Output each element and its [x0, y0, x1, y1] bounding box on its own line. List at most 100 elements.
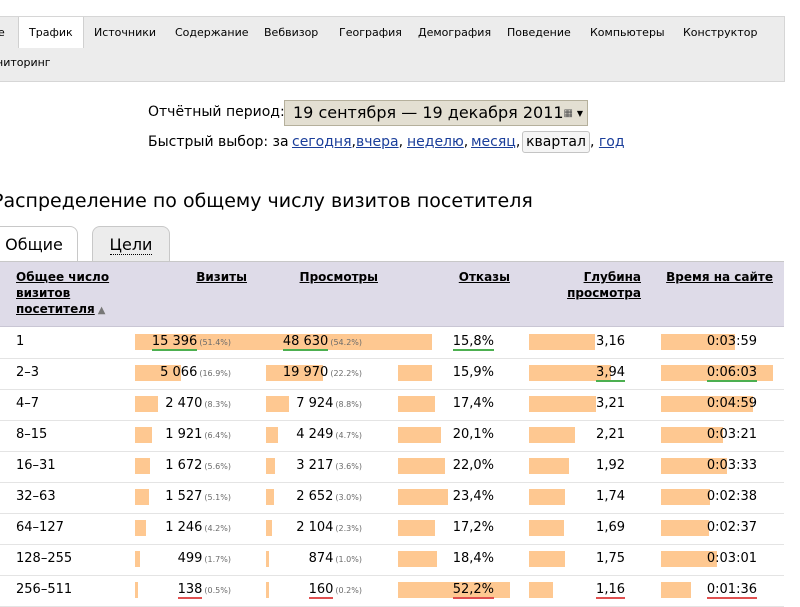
views-number: 160 — [308, 582, 334, 599]
table-row: 64–127 1 246 (4.2%) 2 104 (2.3%) 17,2% 1,69 0:0… — [0, 513, 784, 545]
time-number: 0:02:38 — [706, 489, 757, 504]
calendar-icon: ▦ — [563, 108, 573, 119]
header-depth[interactable]: Глубина просмотра — [567, 269, 641, 301]
visits-bar — [135, 427, 153, 443]
depth-number: 2,21 — [596, 427, 625, 442]
views-bar — [266, 396, 289, 412]
visits-value: 1 921 (6.4%) — [165, 420, 231, 450]
time-value: 0:04:59 — [707, 389, 757, 419]
time-value: 0:01:36 — [706, 575, 757, 605]
tab-general[interactable]: Общие — [0, 226, 78, 263]
nav-item-demography[interactable]: Демография — [418, 26, 492, 39]
bounce-bar — [398, 458, 446, 474]
time-value: 0:03:01 — [707, 544, 757, 574]
views-percent: (4.7%) — [335, 431, 362, 440]
bounce-number: 18,4% — [452, 551, 494, 566]
header-visit-count-line3[interactable]: посетителя — [16, 302, 95, 316]
sort-ascending-icon[interactable]: ▲ — [97, 305, 106, 316]
header-visit-count-line2[interactable]: визитов — [16, 286, 71, 300]
views-bar — [266, 427, 279, 443]
table-row: 32–63 1 527 (5.1%) 2 652 (3.0%) 23,4% 1,74 0:02… — [0, 482, 784, 514]
time-value: 0:02:38 — [707, 482, 757, 512]
header-views[interactable]: Просмотры — [300, 269, 378, 285]
quick-link-year[interactable]: год — [598, 134, 625, 150]
nav-item-traffic[interactable]: Трафик — [18, 17, 84, 48]
quick-link-quarter-selected[interactable]: квартал — [522, 131, 590, 153]
visits-percent: (16.9%) — [199, 369, 231, 378]
depth-value: 1,92 — [596, 451, 625, 481]
tab-goals-label: Цели — [109, 235, 153, 255]
tab-general-label: Общие — [5, 235, 63, 254]
header-time[interactable]: Время на сайте — [666, 269, 773, 285]
dropdown-arrow-icon: ▼ — [576, 109, 583, 118]
time-bar — [661, 365, 773, 381]
views-bar — [266, 489, 274, 505]
visits-bar — [135, 365, 182, 381]
nav-item-left-fragment[interactable]: е — [0, 26, 5, 39]
nav-item-computers[interactable]: Компьютеры — [590, 26, 665, 39]
visits-number: 138 — [177, 582, 203, 599]
views-percent: (2.3%) — [335, 524, 362, 533]
bounce-number: 52,2% — [452, 582, 494, 599]
header-visit-count-line1[interactable]: Общее число — [16, 270, 110, 284]
depth-bar — [529, 520, 565, 536]
bounce-number: 17,2% — [452, 520, 494, 535]
visits-number: 1 246 — [165, 520, 203, 535]
header-depth-line2[interactable]: просмотра — [567, 286, 641, 300]
header-views-link[interactable]: Просмотры — [299, 270, 378, 284]
views-value: 874 (1.0%) — [309, 544, 362, 574]
bounce-bar — [398, 582, 510, 598]
period-selector-button[interactable]: 19 сентября — 19 декабря 2011 ▦ ▼ — [284, 100, 588, 126]
quick-link-today[interactable]: сегодня — [292, 134, 352, 150]
report-tabs: Общие Цели — [0, 226, 800, 263]
visits-percent: (0.5%) — [204, 586, 231, 595]
period-label: Отчётный период: — [148, 104, 285, 120]
views-bar — [266, 520, 272, 536]
header-bounces[interactable]: Отказы — [459, 269, 510, 285]
views-number: 3 217 — [296, 458, 334, 473]
nav-item-behavior[interactable]: Поведение — [507, 26, 571, 39]
header-time-link[interactable]: Время на сайте — [666, 270, 773, 284]
bounce-bar — [398, 365, 433, 381]
tab-goals[interactable]: Цели — [92, 226, 170, 262]
depth-number: 3,16 — [596, 334, 625, 349]
visits-number: 2 470 — [165, 396, 203, 411]
quick-link-week[interactable]: неделю — [407, 134, 464, 150]
bounce-value: 17,4% — [453, 389, 494, 419]
bounce-number: 15,8% — [452, 334, 494, 351]
nav-item-geography[interactable]: География — [339, 26, 402, 39]
time-number: 0:02:37 — [706, 520, 757, 535]
quick-link-yesterday[interactable]: вчера — [356, 134, 399, 150]
bounce-number: 20,1% — [452, 427, 494, 442]
views-percent: (1.0%) — [335, 555, 362, 564]
views-value: 7 924 (8.8%) — [296, 389, 362, 419]
depth-bar — [529, 458, 569, 474]
nav-item-content[interactable]: Содержание — [175, 26, 249, 39]
header-visits-link[interactable]: Визиты — [196, 270, 247, 284]
nav-item-webvisor[interactable]: Вебвизор — [264, 26, 319, 39]
visit-count-group: 2–3 — [16, 365, 40, 380]
visit-count-group: 4–7 — [16, 396, 40, 411]
header-bounces-link[interactable]: Отказы — [458, 270, 510, 284]
nav-item-monitoring[interactable]: ниторинг — [0, 56, 51, 69]
bounce-value: 20,1% — [453, 420, 494, 450]
depth-bar — [529, 489, 566, 505]
views-value: 2 652 (3.0%) — [296, 482, 362, 512]
header-visit-count[interactable]: Общее число визитов посетителя ▲ — [16, 269, 109, 319]
nav-item-constructor[interactable]: Конструктор — [683, 26, 758, 39]
header-depth-line1[interactable]: Глубина — [583, 270, 641, 284]
time-bar — [661, 551, 717, 567]
visits-percent: (1.7%) — [204, 555, 231, 564]
nav-item-sources[interactable]: Источники — [94, 26, 157, 39]
bounce-number: 23,4% — [452, 489, 494, 504]
time-bar — [661, 396, 754, 412]
depth-number: 1,75 — [596, 551, 625, 566]
quick-link-month[interactable]: месяц — [471, 134, 516, 150]
views-percent: (3.0%) — [335, 493, 362, 502]
header-visits[interactable]: Визиты — [196, 269, 247, 285]
time-value: 0:03:59 — [707, 327, 757, 357]
time-number: 0:03:21 — [706, 427, 757, 442]
bounce-number: 22,0% — [452, 458, 494, 473]
visit-count-group: 64–127 — [16, 520, 64, 535]
views-value: 160 (0.2%) — [308, 575, 362, 605]
